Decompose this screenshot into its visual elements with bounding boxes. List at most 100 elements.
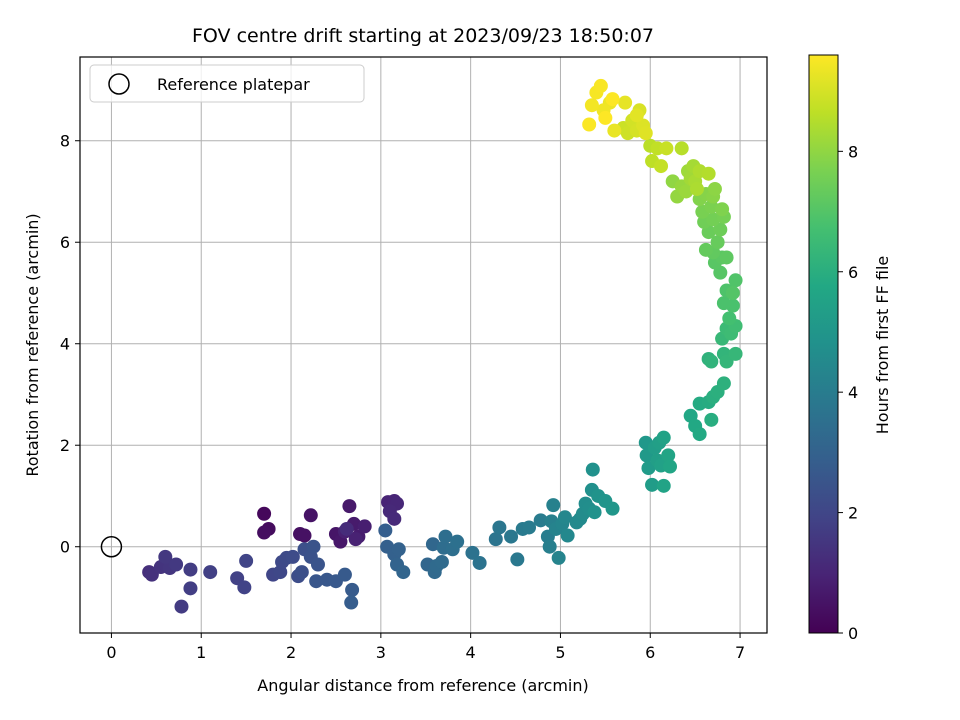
data-point	[169, 557, 184, 572]
data-point	[719, 250, 734, 265]
data-point	[605, 92, 620, 107]
data-point	[450, 534, 465, 549]
data-point	[674, 141, 689, 156]
y-tick-label: 0	[60, 538, 70, 557]
legend-entry-reference: Reference platepar	[157, 75, 310, 94]
data-point	[434, 554, 449, 569]
colorbar-label: Hours from first FF file	[873, 256, 892, 435]
data-point	[659, 141, 674, 156]
data-point	[560, 528, 575, 543]
data-point	[303, 508, 318, 523]
data-point	[725, 285, 740, 300]
data-point	[257, 506, 272, 521]
data-point	[309, 574, 324, 589]
colorbar-tick-label: 2	[848, 504, 858, 523]
x-tick-label: 7	[735, 643, 745, 662]
data-point	[533, 513, 548, 528]
data-point	[587, 505, 602, 520]
data-point	[704, 354, 719, 369]
legend-reference-marker	[108, 73, 130, 95]
data-point	[345, 582, 360, 597]
data-point	[706, 212, 721, 227]
data-point	[387, 511, 402, 526]
data-point	[656, 478, 671, 493]
data-point	[645, 477, 660, 492]
data-point	[605, 501, 620, 516]
data-point	[239, 553, 254, 568]
x-tick-label: 6	[645, 643, 655, 662]
colorbar-tick-label: 0	[848, 624, 858, 643]
data-point	[598, 110, 613, 125]
chart-title: FOV centre drift starting at 2023/09/23 …	[192, 25, 654, 47]
data-point	[337, 567, 352, 582]
data-point	[584, 98, 599, 113]
data-point	[237, 580, 252, 595]
data-point	[679, 184, 694, 199]
data-point	[344, 595, 359, 610]
data-point	[378, 523, 393, 538]
data-point	[522, 520, 537, 535]
data-point	[339, 521, 354, 536]
data-point	[593, 78, 608, 93]
data-point	[716, 376, 731, 391]
data-point	[158, 549, 173, 564]
data-point	[183, 562, 198, 577]
data-point	[704, 412, 719, 427]
data-point	[438, 529, 453, 544]
data-point	[707, 181, 722, 196]
data-point	[174, 599, 189, 614]
data-point	[488, 532, 503, 547]
data-point	[656, 430, 671, 445]
data-points	[142, 78, 743, 614]
x-tick-label: 3	[376, 643, 386, 662]
legend: Reference platepar	[89, 64, 365, 103]
y-axis-ticks: 0 2 4 6 8	[60, 132, 80, 557]
y-tick-label: 8	[60, 132, 70, 151]
data-point	[689, 181, 704, 196]
data-point	[396, 565, 411, 580]
data-point	[701, 166, 716, 181]
reference-platepar-marker	[100, 535, 123, 558]
data-point	[546, 498, 561, 513]
data-point	[257, 525, 272, 540]
data-point	[692, 427, 707, 442]
data-point	[357, 519, 372, 534]
y-tick-label: 2	[60, 436, 70, 455]
legend-box	[89, 64, 365, 103]
data-point	[285, 549, 300, 564]
data-point	[638, 126, 653, 141]
x-tick-label: 4	[466, 643, 476, 662]
data-point	[607, 123, 622, 138]
data-point	[294, 565, 309, 580]
data-point	[716, 296, 731, 311]
data-point	[391, 542, 406, 557]
x-tick-label: 2	[286, 643, 296, 662]
y-tick-label: 4	[60, 335, 70, 354]
y-axis-label: Rotation from reference (arcmin)	[23, 213, 42, 476]
data-point	[510, 552, 525, 567]
colorbar-tick-label: 4	[848, 383, 858, 402]
data-point	[425, 537, 440, 552]
data-point	[551, 550, 566, 565]
plot-frame	[79, 56, 768, 634]
data-point	[297, 528, 312, 543]
data-point	[310, 557, 325, 572]
data-point	[504, 529, 519, 544]
data-point	[661, 448, 676, 463]
data-point	[585, 462, 600, 477]
x-tick-label: 0	[106, 643, 116, 662]
data-point	[342, 499, 357, 514]
data-point	[715, 202, 730, 217]
x-axis-ticks: 0 1 2 3 4 5 6 7	[106, 633, 745, 662]
x-tick-label: 5	[555, 643, 565, 662]
data-point	[654, 159, 669, 174]
data-point	[542, 539, 557, 554]
x-axis-label: Angular distance from reference (arcmin)	[257, 676, 588, 695]
data-point	[582, 117, 597, 132]
colorbar-gradient	[808, 54, 839, 634]
colorbar-tick-label: 6	[848, 263, 858, 282]
colorbar-tick-label: 8	[848, 142, 858, 161]
data-point	[728, 346, 743, 361]
colorbar-ticks: 0 2 4 6 8	[838, 142, 858, 643]
